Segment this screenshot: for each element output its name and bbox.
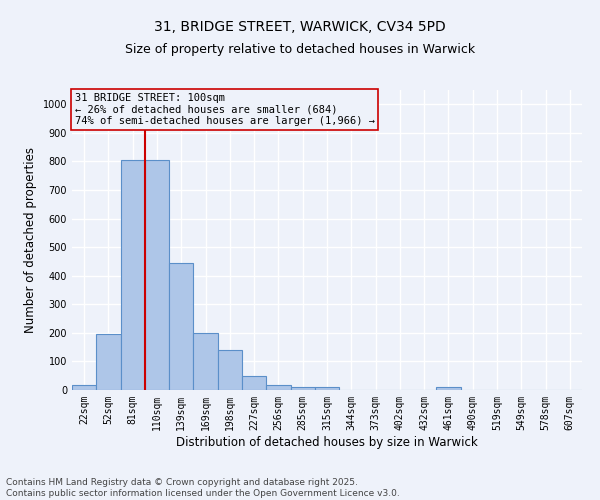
Y-axis label: Number of detached properties: Number of detached properties: [24, 147, 37, 333]
Text: Size of property relative to detached houses in Warwick: Size of property relative to detached ho…: [125, 42, 475, 56]
Bar: [242, 376, 266, 390]
Bar: [218, 350, 242, 390]
Bar: [96, 334, 121, 390]
Bar: [169, 263, 193, 390]
Bar: [290, 386, 315, 390]
Text: Contains HM Land Registry data © Crown copyright and database right 2025.
Contai: Contains HM Land Registry data © Crown c…: [6, 478, 400, 498]
X-axis label: Distribution of detached houses by size in Warwick: Distribution of detached houses by size …: [176, 436, 478, 448]
Bar: [121, 160, 145, 390]
Bar: [72, 385, 96, 390]
Bar: [436, 387, 461, 390]
Bar: [145, 160, 169, 390]
Text: 31 BRIDGE STREET: 100sqm
← 26% of detached houses are smaller (684)
74% of semi-: 31 BRIDGE STREET: 100sqm ← 26% of detach…: [74, 93, 374, 126]
Text: 31, BRIDGE STREET, WARWICK, CV34 5PD: 31, BRIDGE STREET, WARWICK, CV34 5PD: [154, 20, 446, 34]
Bar: [193, 333, 218, 390]
Bar: [315, 387, 339, 390]
Bar: [266, 385, 290, 390]
